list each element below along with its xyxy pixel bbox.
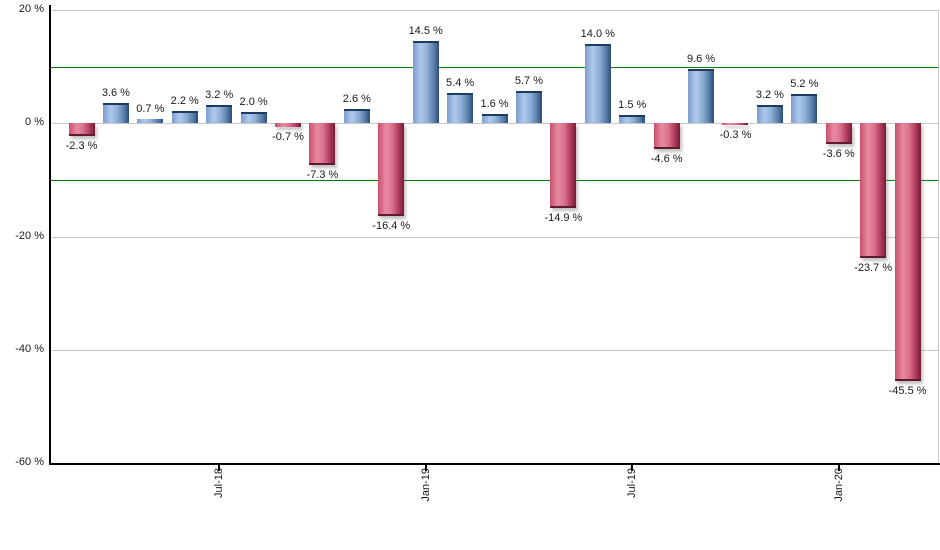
bar-value-label: 14.5 % xyxy=(408,25,443,38)
y-axis-tick-label: -60 % xyxy=(15,456,44,469)
bar-value-label: -3.6 % xyxy=(822,147,855,160)
bar-positive xyxy=(688,68,715,124)
bar-negative xyxy=(378,123,405,217)
gridline xyxy=(49,236,938,238)
y-axis-tick-label: 20 % xyxy=(18,3,44,15)
bar-positive xyxy=(756,105,783,124)
bar-value-label: -2.3 % xyxy=(65,140,98,153)
y-axis-tick-label: 0 % xyxy=(25,116,44,129)
bar-positive xyxy=(584,43,611,124)
bar-value-label: 14.0 % xyxy=(580,27,615,40)
bar-positive xyxy=(412,41,439,124)
y-axis-tick-label: -40 % xyxy=(15,342,44,355)
x-axis-tick-label: Jul-18 xyxy=(213,468,226,498)
bar-negative xyxy=(860,123,887,258)
x-axis-tick-label: Jan-20 xyxy=(832,468,845,502)
threshold-line xyxy=(49,66,938,68)
bar-value-label: -23.7 % xyxy=(854,261,893,274)
bar-negative xyxy=(825,123,852,144)
bar-negative xyxy=(309,123,336,165)
bar-value-label: 3.2 % xyxy=(755,89,784,102)
x-axis-tick-label: Jul-19 xyxy=(626,468,639,498)
bar-value-label: 3.2 % xyxy=(205,89,234,102)
bar-positive xyxy=(791,93,818,124)
x-axis-tick xyxy=(218,465,221,472)
bar-positive xyxy=(481,114,508,124)
bar-negative xyxy=(68,123,95,137)
bar-negative xyxy=(550,123,577,208)
bar-value-label: 5.2 % xyxy=(790,77,819,90)
bar-value-label: -16.4 % xyxy=(372,220,411,233)
bar-value-label: 1.6 % xyxy=(480,98,509,111)
gridline xyxy=(49,123,938,125)
bar-negative xyxy=(722,123,749,126)
bar-negative xyxy=(894,123,921,382)
bar-value-label: 5.4 % xyxy=(446,76,475,89)
gridline xyxy=(49,10,938,11)
bar-positive xyxy=(343,108,370,124)
gridline xyxy=(49,349,938,351)
bar-positive xyxy=(171,110,198,124)
x-axis-tick xyxy=(837,465,840,472)
bar-value-label: 5.7 % xyxy=(514,75,544,88)
bar-value-label: -4.6 % xyxy=(650,153,683,166)
bar-value-label: 9.6 % xyxy=(686,52,716,65)
y-axis-line xyxy=(49,5,51,466)
bar-positive xyxy=(619,114,646,124)
bar-value-label: 1.5 % xyxy=(618,98,647,111)
bar-value-label: -7.3 % xyxy=(306,168,339,181)
x-axis-line xyxy=(49,463,940,466)
x-axis-tick-label: Jan-19 xyxy=(419,468,432,502)
bar-value-label: 0.7 % xyxy=(136,103,165,116)
bar-value-label: -14.9 % xyxy=(544,211,583,224)
bar-positive xyxy=(515,91,542,124)
bar-value-label: -0.3 % xyxy=(719,129,752,142)
bar-value-label: -0.7 % xyxy=(272,131,304,144)
y-axis-tick-label: -20 % xyxy=(15,229,44,242)
bar-value-label: 2.2 % xyxy=(170,94,199,107)
bar-value-label: -45.5 % xyxy=(888,385,927,398)
bar-positive xyxy=(240,111,267,124)
bar-positive xyxy=(102,102,129,124)
bar-positive xyxy=(137,119,164,124)
bar-positive xyxy=(206,105,233,124)
bar-value-label: 3.6 % xyxy=(101,86,130,99)
bar-negative xyxy=(275,123,302,128)
x-axis-tick xyxy=(631,465,634,472)
bar-positive xyxy=(447,92,474,124)
threshold-line xyxy=(49,179,938,181)
bar-value-label: 2.6 % xyxy=(342,92,371,105)
bar-value-label: 2.0 % xyxy=(239,95,268,108)
bar-negative xyxy=(653,123,680,150)
x-axis-tick xyxy=(424,465,427,472)
plot-right-border xyxy=(938,10,939,464)
